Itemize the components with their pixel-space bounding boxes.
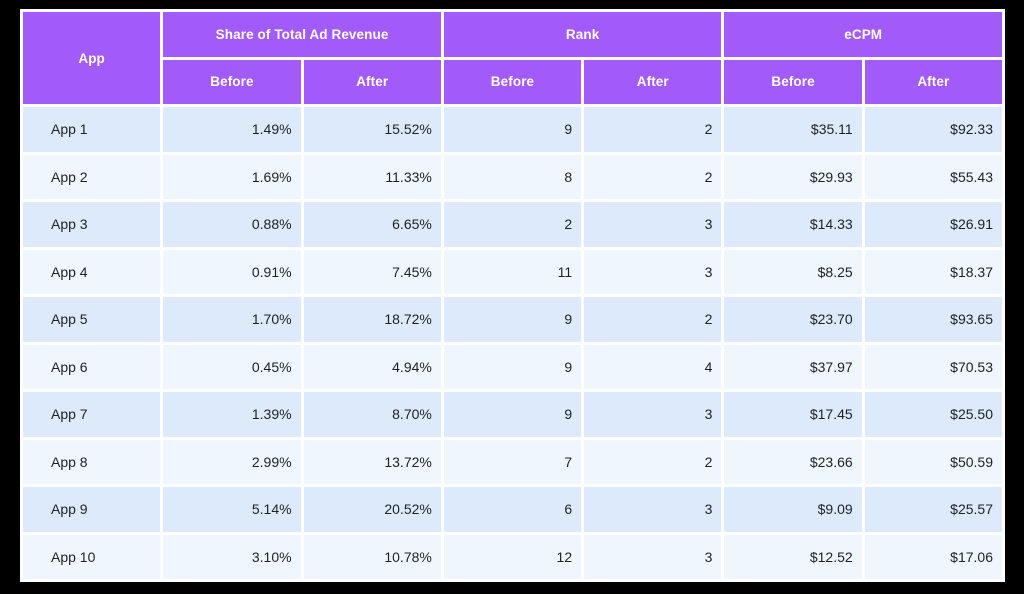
subheader-ecpm-before: Before bbox=[724, 59, 862, 104]
header-group-row: App Share of Total Ad Revenue Rank eCPM bbox=[23, 12, 1002, 104]
table-row: App 6 0.45% 4.94% 9 4 $37.97 $70.53 bbox=[23, 344, 1002, 389]
cell-rank-before: 11 bbox=[443, 249, 582, 294]
cell-ecpm-after: $26.91 bbox=[864, 202, 1002, 247]
cell-ecpm-before: $17.45 bbox=[724, 392, 862, 437]
cell-rank-after: 3 bbox=[584, 249, 722, 294]
cell-app: App 5 bbox=[23, 297, 161, 342]
cell-rank-after: 2 bbox=[584, 154, 722, 199]
cell-share-before: 1.39% bbox=[163, 392, 301, 437]
ad-revenue-comparison-table: App Share of Total Ad Revenue Rank eCPM … bbox=[20, 9, 1005, 582]
cell-ecpm-before: $29.93 bbox=[724, 154, 862, 199]
table-row: App 5 1.70% 18.72% 9 2 $23.70 $93.65 bbox=[23, 297, 1002, 342]
cell-rank-before: 7 bbox=[443, 439, 582, 484]
cell-share-after: 11.33% bbox=[303, 154, 441, 199]
cell-share-before: 1.70% bbox=[163, 297, 301, 342]
cell-share-before: 2.99% bbox=[163, 439, 301, 484]
cell-ecpm-before: $9.09 bbox=[724, 487, 862, 532]
cell-share-after: 13.72% bbox=[303, 439, 441, 484]
table-row: App 7 1.39% 8.70% 9 3 $17.45 $25.50 bbox=[23, 392, 1002, 437]
cell-share-after: 10.78% bbox=[303, 534, 441, 579]
cell-app: App 10 bbox=[23, 534, 161, 579]
cell-app: App 8 bbox=[23, 439, 161, 484]
cell-rank-before: 6 bbox=[443, 487, 582, 532]
table-row: App 3 0.88% 6.65% 2 3 $14.33 $26.91 bbox=[23, 202, 1002, 247]
header-sub-row: Before After Before After Before After bbox=[23, 59, 1002, 104]
column-group-share-of-total-ad-revenue: Share of Total Ad Revenue bbox=[163, 12, 441, 57]
cell-ecpm-before: $23.70 bbox=[724, 297, 862, 342]
cell-rank-after: 2 bbox=[584, 297, 722, 342]
cell-share-after: 8.70% bbox=[303, 392, 441, 437]
cell-ecpm-after: $17.06 bbox=[864, 534, 1002, 579]
subheader-ecpm-after: After bbox=[864, 59, 1002, 104]
cell-rank-before: 9 bbox=[443, 107, 582, 152]
cell-ecpm-after: $50.59 bbox=[864, 439, 1002, 484]
cell-ecpm-after: $70.53 bbox=[864, 344, 1002, 389]
cell-share-after: 18.72% bbox=[303, 297, 441, 342]
cell-ecpm-before: $23.66 bbox=[724, 439, 862, 484]
cell-share-after: 6.65% bbox=[303, 202, 441, 247]
cell-rank-before: 8 bbox=[443, 154, 582, 199]
table-row: App 2 1.69% 11.33% 8 2 $29.93 $55.43 bbox=[23, 154, 1002, 199]
column-group-ecpm: eCPM bbox=[724, 12, 1002, 57]
table-row: App 8 2.99% 13.72% 7 2 $23.66 $50.59 bbox=[23, 439, 1002, 484]
cell-rank-before: 9 bbox=[443, 344, 582, 389]
cell-ecpm-before: $14.33 bbox=[724, 202, 862, 247]
cell-share-before: 1.69% bbox=[163, 154, 301, 199]
cell-app: App 7 bbox=[23, 392, 161, 437]
cell-ecpm-after: $25.50 bbox=[864, 392, 1002, 437]
cell-share-before: 0.88% bbox=[163, 202, 301, 247]
cell-app: App 3 bbox=[23, 202, 161, 247]
cell-share-before: 5.14% bbox=[163, 487, 301, 532]
cell-rank-after: 3 bbox=[584, 487, 722, 532]
cell-ecpm-before: $37.97 bbox=[724, 344, 862, 389]
table-row: App 9 5.14% 20.52% 6 3 $9.09 $25.57 bbox=[23, 487, 1002, 532]
table-row: App 1 1.49% 15.52% 9 2 $35.11 $92.33 bbox=[23, 107, 1002, 152]
cell-ecpm-after: $18.37 bbox=[864, 249, 1002, 294]
column-group-rank: Rank bbox=[443, 12, 722, 57]
cell-rank-after: 4 bbox=[584, 344, 722, 389]
cell-ecpm-before: $12.52 bbox=[724, 534, 862, 579]
cell-rank-after: 3 bbox=[584, 534, 722, 579]
cell-share-before: 0.45% bbox=[163, 344, 301, 389]
table-row: App 10 3.10% 10.78% 12 3 $12.52 $17.06 bbox=[23, 534, 1002, 579]
cell-rank-before: 9 bbox=[443, 392, 582, 437]
cell-ecpm-after: $25.57 bbox=[864, 487, 1002, 532]
subheader-rank-after: After bbox=[584, 59, 722, 104]
cell-ecpm-before: $35.11 bbox=[724, 107, 862, 152]
cell-ecpm-after: $55.43 bbox=[864, 154, 1002, 199]
cell-rank-before: 9 bbox=[443, 297, 582, 342]
cell-rank-after: 2 bbox=[584, 439, 722, 484]
cell-share-after: 15.52% bbox=[303, 107, 441, 152]
subheader-rank-before: Before bbox=[443, 59, 582, 104]
table-card: App Share of Total Ad Revenue Rank eCPM … bbox=[20, 9, 1005, 582]
cell-app: App 9 bbox=[23, 487, 161, 532]
cell-share-before: 1.49% bbox=[163, 107, 301, 152]
cell-rank-after: 3 bbox=[584, 202, 722, 247]
cell-rank-before: 2 bbox=[443, 202, 582, 247]
table-body: App 1 1.49% 15.52% 9 2 $35.11 $92.33 App… bbox=[23, 107, 1002, 579]
cell-ecpm-after: $92.33 bbox=[864, 107, 1002, 152]
subheader-share-after: After bbox=[303, 59, 441, 104]
cell-rank-before: 12 bbox=[443, 534, 582, 579]
subheader-share-before: Before bbox=[163, 59, 301, 104]
cell-ecpm-before: $8.25 bbox=[724, 249, 862, 294]
cell-app: App 1 bbox=[23, 107, 161, 152]
cell-rank-after: 2 bbox=[584, 107, 722, 152]
cell-rank-after: 3 bbox=[584, 392, 722, 437]
cell-app: App 2 bbox=[23, 154, 161, 199]
table-header: App Share of Total Ad Revenue Rank eCPM … bbox=[23, 12, 1002, 104]
cell-share-before: 3.10% bbox=[163, 534, 301, 579]
column-header-app: App bbox=[23, 12, 161, 104]
cell-app: App 4 bbox=[23, 249, 161, 294]
cell-share-after: 4.94% bbox=[303, 344, 441, 389]
cell-share-before: 0.91% bbox=[163, 249, 301, 294]
cell-ecpm-after: $93.65 bbox=[864, 297, 1002, 342]
table-row: App 4 0.91% 7.45% 11 3 $8.25 $18.37 bbox=[23, 249, 1002, 294]
cell-app: App 6 bbox=[23, 344, 161, 389]
cell-share-after: 7.45% bbox=[303, 249, 441, 294]
cell-share-after: 20.52% bbox=[303, 487, 441, 532]
